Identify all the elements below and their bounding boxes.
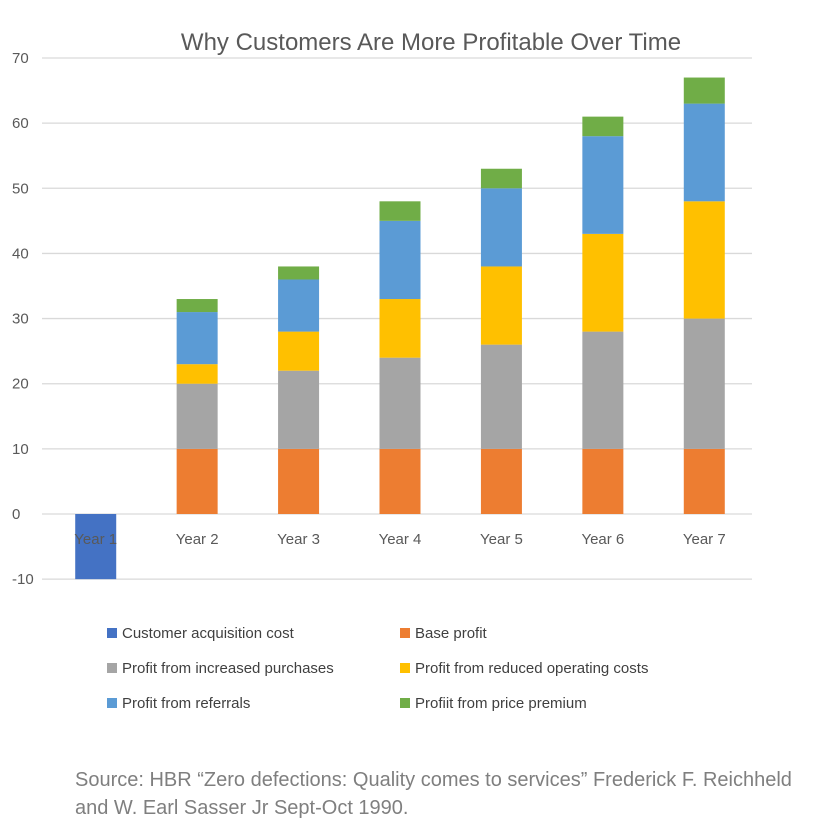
y-tick-label: 20 (12, 376, 29, 393)
source-note: Source: HBR “Zero defections: Quality co… (75, 769, 792, 819)
bar-segment (582, 448, 624, 514)
y-tick-label: 40 (12, 245, 29, 262)
legend-item: Customer acquisition cost (107, 625, 295, 642)
bar-segment (480, 188, 522, 267)
bar-segment (379, 201, 421, 221)
legend-swatch (107, 628, 117, 638)
bar-segment (480, 344, 522, 449)
bar-segment (176, 383, 218, 449)
legend-label: Profit from reduced operating costs (415, 660, 648, 677)
bar-segment (683, 318, 725, 449)
y-tick-label: 50 (12, 180, 29, 197)
bar-segment (278, 448, 320, 514)
legend-label: Profit from referrals (122, 695, 250, 712)
bar-segment (480, 168, 522, 189)
bar-segment (278, 266, 320, 280)
bar-segment (582, 116, 624, 137)
bar-segment (379, 448, 421, 514)
bar-segment (176, 299, 218, 313)
legend-swatch (107, 698, 117, 708)
bar-segment (75, 514, 117, 580)
y-tick-label: -10 (12, 571, 34, 588)
bar-segment (379, 220, 421, 300)
x-tick-label: Year 2 (176, 531, 219, 548)
legend-label: Customer acquisition cost (122, 625, 295, 642)
legend-item: Profit from referrals (107, 695, 250, 712)
y-tick-label: 30 (12, 311, 29, 328)
legend-swatch (400, 698, 410, 708)
x-tick-label: Year 5 (480, 531, 523, 548)
x-tick-label: Year 7 (683, 531, 726, 548)
legend-swatch (107, 663, 117, 673)
bar-segment (683, 201, 725, 319)
legend-item: Base profit (400, 625, 488, 642)
bar-segment (176, 312, 218, 365)
bar-segment (582, 233, 624, 332)
legend-label: Profit from increased purchases (122, 660, 334, 677)
legend-label: Base profit (415, 625, 488, 642)
legend-swatch (400, 628, 410, 638)
x-tick-label: Year 4 (379, 531, 422, 548)
bar-segment (683, 77, 725, 104)
stacked-bar-chart: Why Customers Are More Profitable Over T… (12, 29, 752, 712)
bar-segment (683, 103, 725, 202)
bar-segment (582, 136, 624, 234)
legend-label: Profiit from price premium (415, 695, 587, 712)
bar-segment (278, 370, 320, 449)
chart-title: Why Customers Are More Profitable Over T… (181, 29, 681, 56)
y-tick-label: 10 (12, 441, 29, 458)
x-tick-label: Year 3 (277, 531, 320, 548)
bar-segment (582, 331, 624, 449)
y-tick-label: 0 (12, 506, 20, 523)
legend-item: Profit from reduced operating costs (400, 660, 648, 677)
bar-segment (379, 299, 421, 358)
bar-segment (379, 357, 421, 449)
bar-segment (683, 448, 725, 514)
legend-item: Profit from increased purchases (107, 660, 334, 677)
x-tick-label: Year 6 (581, 531, 624, 548)
bar-segment (278, 279, 320, 332)
y-tick-label: 70 (12, 50, 29, 67)
bar-segment (480, 448, 522, 514)
bar-segment (176, 448, 218, 514)
x-tick-label: Year 1 (74, 531, 117, 548)
legend-swatch (400, 663, 410, 673)
bar-segment (278, 331, 320, 371)
y-tick-label: 60 (12, 115, 29, 132)
bar-segment (176, 364, 218, 384)
legend-item: Profiit from price premium (400, 695, 587, 712)
bar-segment (480, 266, 522, 345)
